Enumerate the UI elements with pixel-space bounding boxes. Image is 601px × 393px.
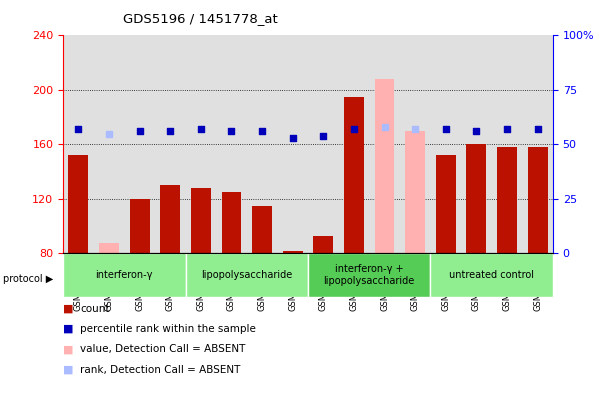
Bar bbox=[344, 97, 364, 253]
Text: value, Detection Call = ABSENT: value, Detection Call = ABSENT bbox=[80, 344, 245, 354]
Bar bbox=[308, 253, 430, 297]
Bar bbox=[222, 192, 242, 253]
Point bbox=[349, 126, 359, 132]
Point bbox=[502, 126, 512, 132]
Bar bbox=[99, 242, 119, 253]
Point bbox=[410, 126, 420, 132]
Bar bbox=[130, 199, 150, 253]
Bar bbox=[497, 147, 517, 253]
Text: ■: ■ bbox=[63, 344, 73, 354]
Point bbox=[165, 128, 175, 134]
Text: interferon-γ: interferon-γ bbox=[96, 270, 153, 280]
Point bbox=[380, 124, 389, 130]
Text: rank, Detection Call = ABSENT: rank, Detection Call = ABSENT bbox=[80, 365, 240, 375]
Point bbox=[135, 128, 144, 134]
Bar bbox=[252, 206, 272, 253]
Bar bbox=[374, 79, 394, 253]
Bar bbox=[69, 155, 88, 253]
Bar bbox=[160, 185, 180, 253]
Bar bbox=[191, 188, 211, 253]
Text: ■: ■ bbox=[63, 365, 73, 375]
Bar bbox=[528, 147, 548, 253]
Text: lipopolysaccharide: lipopolysaccharide bbox=[201, 270, 293, 280]
Point bbox=[227, 128, 236, 134]
Point bbox=[472, 128, 481, 134]
Text: interferon-γ +
lipopolysaccharide: interferon-γ + lipopolysaccharide bbox=[323, 264, 415, 286]
Bar bbox=[63, 253, 186, 297]
Point bbox=[73, 126, 83, 132]
Point bbox=[533, 126, 543, 132]
Point bbox=[288, 135, 297, 141]
Bar bbox=[313, 236, 334, 253]
Bar bbox=[466, 144, 486, 253]
Bar bbox=[436, 155, 456, 253]
Point bbox=[104, 130, 114, 137]
Point bbox=[319, 132, 328, 139]
Text: GDS5196 / 1451778_at: GDS5196 / 1451778_at bbox=[123, 12, 278, 25]
Point bbox=[257, 128, 267, 134]
Text: protocol ▶: protocol ▶ bbox=[3, 274, 53, 284]
Point bbox=[196, 126, 206, 132]
Text: percentile rank within the sample: percentile rank within the sample bbox=[80, 324, 256, 334]
Text: untreated control: untreated control bbox=[449, 270, 534, 280]
Bar bbox=[405, 131, 425, 253]
Bar bbox=[282, 251, 303, 253]
Bar bbox=[186, 253, 308, 297]
Point bbox=[441, 126, 451, 132]
Text: ■: ■ bbox=[63, 324, 73, 334]
Text: ■: ■ bbox=[63, 303, 73, 314]
Bar bbox=[430, 253, 553, 297]
Text: count: count bbox=[80, 303, 109, 314]
